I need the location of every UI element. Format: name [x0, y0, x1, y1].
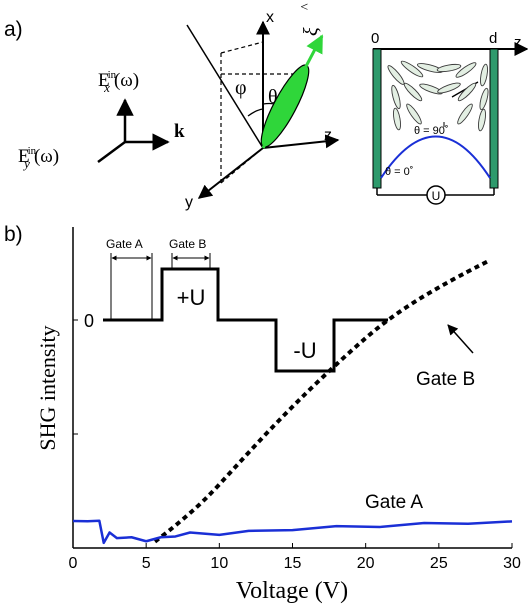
series-layer — [72, 258, 513, 545]
axis-y-label: y — [185, 194, 193, 211]
x-tick-labels: 0 5 10 15 20 25 30 — [69, 555, 521, 572]
lc-cell — [372, 42, 528, 205]
wavevector-label: k — [174, 121, 185, 142]
cell-z-label: z — [514, 34, 522, 51]
x-tick-label: 5 — [142, 555, 151, 572]
director-vector — [261, 34, 324, 149]
pulse-diagram — [103, 253, 388, 373]
x-tick-label: 15 — [284, 555, 302, 572]
gate-b-annotation: Gate B — [416, 369, 475, 390]
x-tick-label: 30 — [503, 555, 521, 572]
x-tick-label: 25 — [430, 555, 448, 572]
panel-a-label: a) — [4, 18, 23, 41]
field-y-label: Ein y (ω) — [18, 145, 59, 171]
x-tick-label: 10 — [210, 555, 228, 572]
pulse-zero-label: 0 — [84, 311, 94, 331]
xi-label: ξ — [300, 27, 322, 36]
series-line-gate-b — [153, 258, 491, 544]
x-tick-label: 20 — [357, 555, 375, 572]
angle-theta-label: θ — [268, 86, 278, 108]
field-axes — [97, 98, 170, 164]
lc-molecules — [387, 60, 489, 132]
pulse-plus-label: +U — [177, 285, 206, 310]
x-axis-label: Voltage (V) — [236, 578, 348, 604]
gate-a-label: Gate A — [106, 237, 143, 251]
voltage-source-label: U — [432, 189, 441, 203]
theta-90-label: θ = 90˚ — [414, 125, 449, 137]
cell-right-label: d — [489, 30, 497, 47]
axis-x-label: x — [266, 9, 274, 26]
xi-hat: ^ — [299, 3, 314, 10]
axis-z-label: z — [324, 127, 332, 144]
gate-b-label: Gate B — [169, 237, 206, 251]
gate-b-arrow — [447, 324, 474, 354]
x-ticks — [72, 543, 513, 548]
pulse-minus-label: -U — [293, 338, 316, 363]
series-line-gate-a — [72, 519, 513, 545]
theta-0-label: θ = 0˚ — [385, 166, 413, 178]
panel-b-label: b) — [4, 223, 23, 246]
y-axis-label: SHG intensity — [35, 325, 60, 450]
cell-left-label: 0 — [371, 30, 379, 47]
angle-phi-label: φ — [235, 77, 247, 99]
gate-a-annotation: Gate A — [365, 492, 423, 513]
x-tick-label: 0 — [69, 555, 78, 572]
field-x-label: Ein x (ω) — [98, 69, 139, 95]
